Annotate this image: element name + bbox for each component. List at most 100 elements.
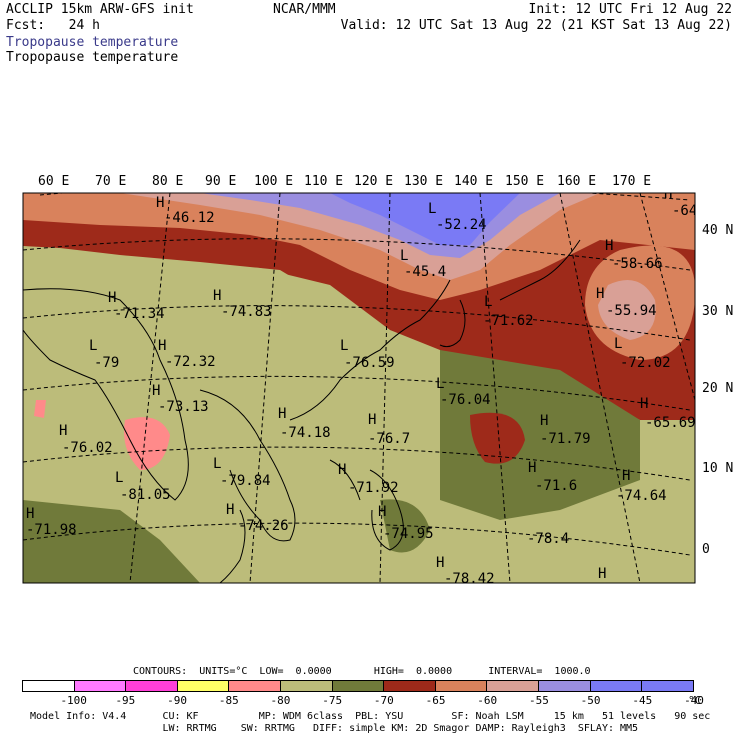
color-scale-cell	[332, 681, 385, 691]
hl-mark: L	[428, 201, 436, 217]
color-scale-cell	[435, 681, 488, 691]
lon-label: 60 E	[38, 174, 69, 189]
hl-value: -74.83	[221, 304, 272, 320]
hl-value: -72.02	[620, 355, 671, 371]
hl-value: -71.98	[26, 522, 77, 538]
field-name-primary: Tropopause temperature	[6, 35, 179, 50]
color-scale-cell	[229, 681, 282, 691]
hl-value: -71.92	[348, 480, 399, 496]
color-scale-cell	[590, 681, 643, 691]
color-scale-tick: -90	[167, 694, 187, 707]
color-scale-cell	[642, 681, 693, 691]
lon-label: 100 E	[254, 174, 293, 189]
hl-value: -55.94	[606, 303, 657, 319]
hl-mark: L	[400, 248, 408, 264]
color-scale-tick: -50	[580, 694, 601, 707]
lon-label: 120 E	[354, 174, 393, 189]
color-scale-cell	[126, 681, 178, 691]
hl-mark: L	[89, 338, 97, 354]
hl-value: -65.69	[645, 415, 696, 431]
hl-mark: L	[484, 294, 492, 310]
color-scale-cell	[487, 681, 540, 691]
hl-mark: H	[540, 413, 548, 429]
color-scale-tick: -65	[425, 694, 446, 707]
hl-mark: H	[598, 566, 606, 582]
color-scale-cell	[384, 681, 436, 691]
hl-mark: H	[26, 506, 34, 522]
hl-mark: H	[278, 406, 286, 422]
hl-mark: H	[213, 288, 221, 304]
lat-label: 0	[702, 542, 710, 557]
map-frame	[22, 192, 696, 584]
hl-value: -71.62	[483, 313, 534, 329]
hl-value: -71.79	[540, 431, 591, 447]
latitude-labels: 40 N 30 N 20 N 10 N 0	[702, 223, 733, 557]
hl-value: -71.6	[535, 478, 577, 494]
hl-mark: H	[378, 504, 386, 520]
color-scale-tick: -70	[373, 694, 394, 707]
hl-value: -74.18	[280, 425, 331, 441]
hl-value: -79.84	[220, 473, 271, 489]
fcst-label: Fcst:	[6, 18, 46, 33]
forecast-hour: Fcst: 24 h	[6, 18, 100, 33]
highs-lows: H -46.12 L -52.24 L -45.4 H -64 H -58.66…	[26, 186, 697, 583]
hl-mark: H	[605, 238, 613, 254]
color-scale-tick: -60	[477, 694, 498, 707]
hl-value: -76.04	[440, 392, 491, 408]
hl-value: -64	[672, 203, 697, 219]
hl-mark: H	[108, 290, 116, 306]
hl-value: -78.4	[527, 531, 569, 547]
hl-value: -73.13	[158, 399, 209, 415]
model-title: ACCLIP 15km ARW-GFS init	[6, 2, 194, 17]
hl-value: -71.34	[114, 306, 165, 322]
contour-info: CONTOURS: UNITS=°C LOW= 0.0000 HIGH= 0.0…	[133, 666, 591, 677]
hl-mark: H	[596, 286, 604, 302]
hl-value: -79	[94, 355, 119, 371]
color-scale-tick: -55	[528, 694, 549, 707]
hl-mark: H	[338, 462, 346, 478]
graticule	[23, 193, 695, 583]
color-scale-tick: -75	[322, 694, 343, 707]
color-scale-tick: -45	[632, 694, 653, 707]
hl-mark: L	[213, 456, 221, 472]
color-scale-cell	[281, 681, 333, 691]
hl-value: -76.02	[62, 440, 113, 456]
hl-value: -45.4	[404, 264, 446, 280]
hl-value: -46.12	[164, 210, 215, 226]
color-scale-tick: -80	[270, 694, 291, 707]
hl-value: -52.24	[436, 217, 487, 233]
hl-mark: L	[115, 470, 123, 486]
lat-label: 40 N	[702, 223, 733, 238]
hl-value: -76.7	[368, 431, 410, 447]
lon-label: 90 E	[205, 174, 236, 189]
model-info-line-1: Model Info: V4.4 CU: KF MP: WDM 6class P…	[30, 711, 711, 722]
longitude-labels: 60 E 70 E 80 E 90 E 100 E 110 E 120 E 13…	[38, 174, 651, 189]
hl-value: -74.26	[238, 518, 289, 534]
color-scale-cell	[539, 681, 591, 691]
hl-value: -74.95	[383, 526, 434, 542]
hl-value: -74.64	[616, 488, 667, 504]
color-scale-cell	[23, 681, 75, 691]
hl-mark: H	[664, 186, 672, 202]
source-label: NCAR/MMM	[273, 2, 336, 17]
hl-mark: H	[368, 412, 376, 428]
color-scale-unit: °C	[688, 694, 702, 707]
hl-mark: L	[340, 338, 348, 354]
hl-mark: H	[528, 460, 536, 476]
lon-label: 130 E	[404, 174, 443, 189]
hl-mark: H	[59, 423, 67, 439]
init-time: Init: 12 UTC Fri 12 Aug 22	[528, 2, 733, 17]
lon-label: 170 E	[612, 174, 651, 189]
hl-mark: H	[158, 338, 166, 354]
lon-label: 160 E	[557, 174, 596, 189]
lat-label: 20 N	[702, 381, 733, 396]
hl-mark: H	[156, 195, 164, 211]
field-name-secondary: Tropopause temperature	[6, 50, 179, 65]
lat-label: 10 N	[702, 461, 733, 476]
color-scale-cell	[74, 681, 127, 691]
hl-mark: L	[436, 376, 444, 392]
hl-mark: H	[640, 396, 648, 412]
hl-mark: H	[622, 468, 630, 484]
color-scale-tick: -100	[60, 694, 87, 707]
